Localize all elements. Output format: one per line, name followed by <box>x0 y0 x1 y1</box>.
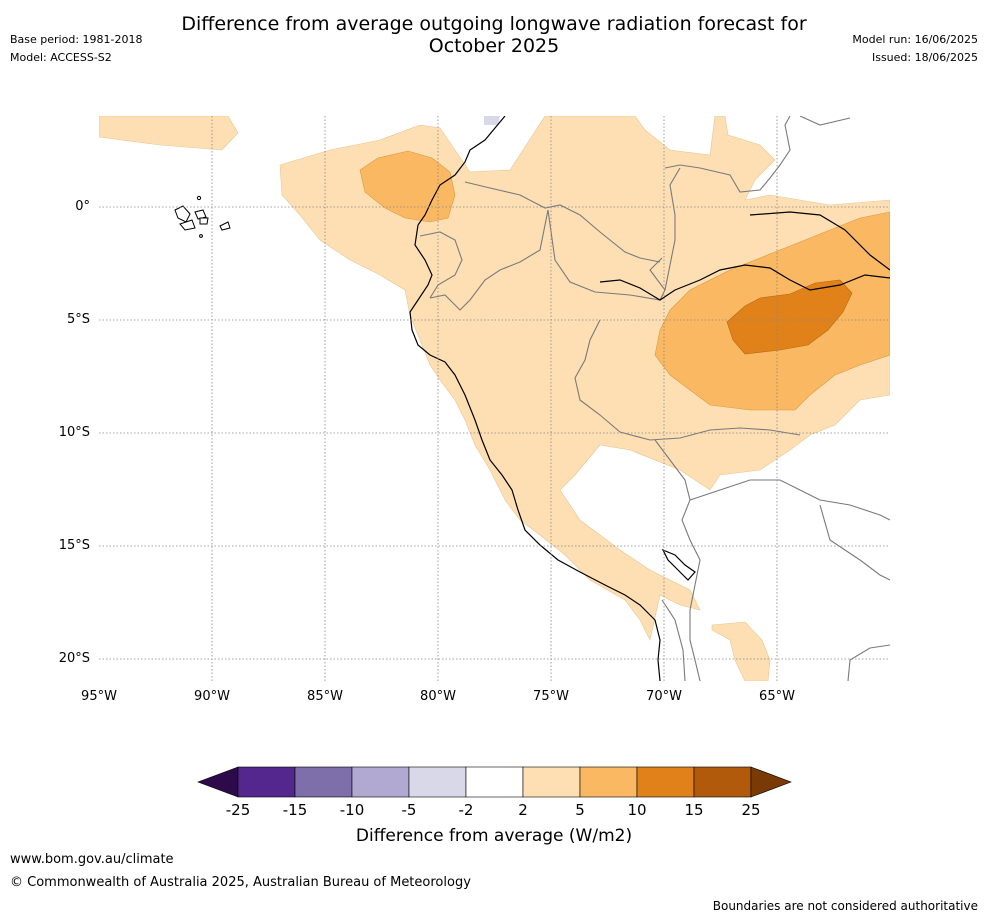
north-brazil-river <box>749 211 890 271</box>
panama-coast <box>417 116 506 226</box>
guyana-brazil-border <box>799 116 851 126</box>
colombia-venezuela-border <box>464 181 661 263</box>
island-tiny-2 <box>199 234 203 238</box>
island-fernandina <box>219 221 231 231</box>
lat-label-15s: 15°S <box>58 538 90 553</box>
lon-label-70w: 70°W <box>646 689 682 704</box>
chile-bolivia-border <box>661 599 686 681</box>
negative-anomaly-patch <box>484 116 500 125</box>
galapagos-islands <box>174 195 231 238</box>
colorbar-segment-8 <box>636 766 695 798</box>
colorbar-segment-3 <box>351 766 410 798</box>
colorbar-label: Difference from average (W/m2) <box>355 826 633 846</box>
peru-bolivia-border <box>654 439 701 681</box>
island-san-cristobal <box>179 219 196 231</box>
colorbar-tick: 2 <box>518 801 528 819</box>
colorbar-segment-9 <box>693 766 752 798</box>
footer-url: www.bom.gov.au/climate <box>10 852 174 867</box>
colorbar <box>197 766 792 798</box>
map-area <box>99 116 890 681</box>
map-title: Difference from average outgoing longwav… <box>181 13 807 57</box>
colorbar-tick: 10 <box>627 801 647 819</box>
amazon-river <box>599 264 890 301</box>
pacific-coastline <box>409 224 661 681</box>
footer-copyright: © Commonwealth of Australia 2025, Austra… <box>10 875 471 890</box>
lake-titicaca-outline <box>661 548 696 581</box>
model-run-text: Model run: 16/06/2025 <box>852 33 978 46</box>
anomaly-10-to-15-region <box>726 279 853 355</box>
paraguay-border <box>847 644 890 681</box>
graticule <box>99 116 890 681</box>
colorbar-arrow-left <box>197 766 239 798</box>
lon-label-85w: 85°W <box>307 689 343 704</box>
colorbar-arrow-right <box>750 766 792 798</box>
bolivia-south-patch <box>711 621 771 681</box>
meta-right: Model run: 16/06/2025 Issued: 18/06/2025 <box>852 31 978 67</box>
colorbar-tick: -25 <box>225 801 251 819</box>
colorbar-tick: -5 <box>401 801 417 819</box>
colorbar-tick: -2 <box>458 801 474 819</box>
anomaly-2-to-5-region <box>99 116 890 681</box>
colombia-coast-patch <box>359 150 456 223</box>
issued-text: Issued: 18/06/2025 <box>871 51 978 64</box>
venezuela-brazil-border <box>664 167 681 291</box>
bolivia-paraguay-border <box>819 504 890 581</box>
northwest-ocean-patch <box>99 116 239 151</box>
colorbar-segment-1 <box>237 766 296 798</box>
colorbar-segment-7 <box>579 766 638 798</box>
bolivia-brazil-border <box>689 479 890 521</box>
colorbar-tick: -10 <box>339 801 365 819</box>
lat-label-10s: 10°S <box>58 425 90 440</box>
lon-label-75w: 75°W <box>533 689 569 704</box>
colorbar-tick: -15 <box>282 801 308 819</box>
ecuador-peru-border <box>429 209 549 311</box>
colombia-brazil-border <box>547 209 666 301</box>
meta-left: Base period: 1981-2018 Model: ACCESS-S2 <box>10 31 142 67</box>
lon-label-65w: 65°W <box>759 689 795 704</box>
base-period-text: Base period: 1981-2018 <box>10 33 143 46</box>
lon-label-80w: 80°W <box>420 689 456 704</box>
venezuela-guyana-border <box>664 116 791 193</box>
island-small-east <box>199 217 209 225</box>
lat-label-0: 0° <box>75 199 90 214</box>
lon-label-90w: 90°W <box>194 689 230 704</box>
lat-label-5s: 5°S <box>66 312 90 327</box>
main-anomaly-region <box>279 116 890 641</box>
peru-brazil-border <box>574 319 801 441</box>
lon-label-95w: 95°W <box>81 689 117 704</box>
colorbar-tick: 25 <box>741 801 761 819</box>
island-santa-cruz <box>194 209 207 220</box>
country-borders <box>419 116 890 681</box>
island-tiny <box>196 195 202 201</box>
footer-note: Boundaries are not considered authoritat… <box>712 899 978 913</box>
colorbar-segment-5 <box>465 766 524 798</box>
island-isabela <box>174 205 191 223</box>
model-text: Model: ACCESS-S2 <box>10 51 112 64</box>
colorbar-segment-4 <box>408 766 467 798</box>
colorbar-segment-2 <box>294 766 353 798</box>
colorbar-segment-6 <box>522 766 581 798</box>
coastlines <box>409 116 890 681</box>
colorbar-tick: 15 <box>684 801 704 819</box>
lat-label-20s: 20°S <box>58 651 90 666</box>
colorbar-tick: 5 <box>575 801 585 819</box>
amazon-core-patch <box>726 279 853 355</box>
